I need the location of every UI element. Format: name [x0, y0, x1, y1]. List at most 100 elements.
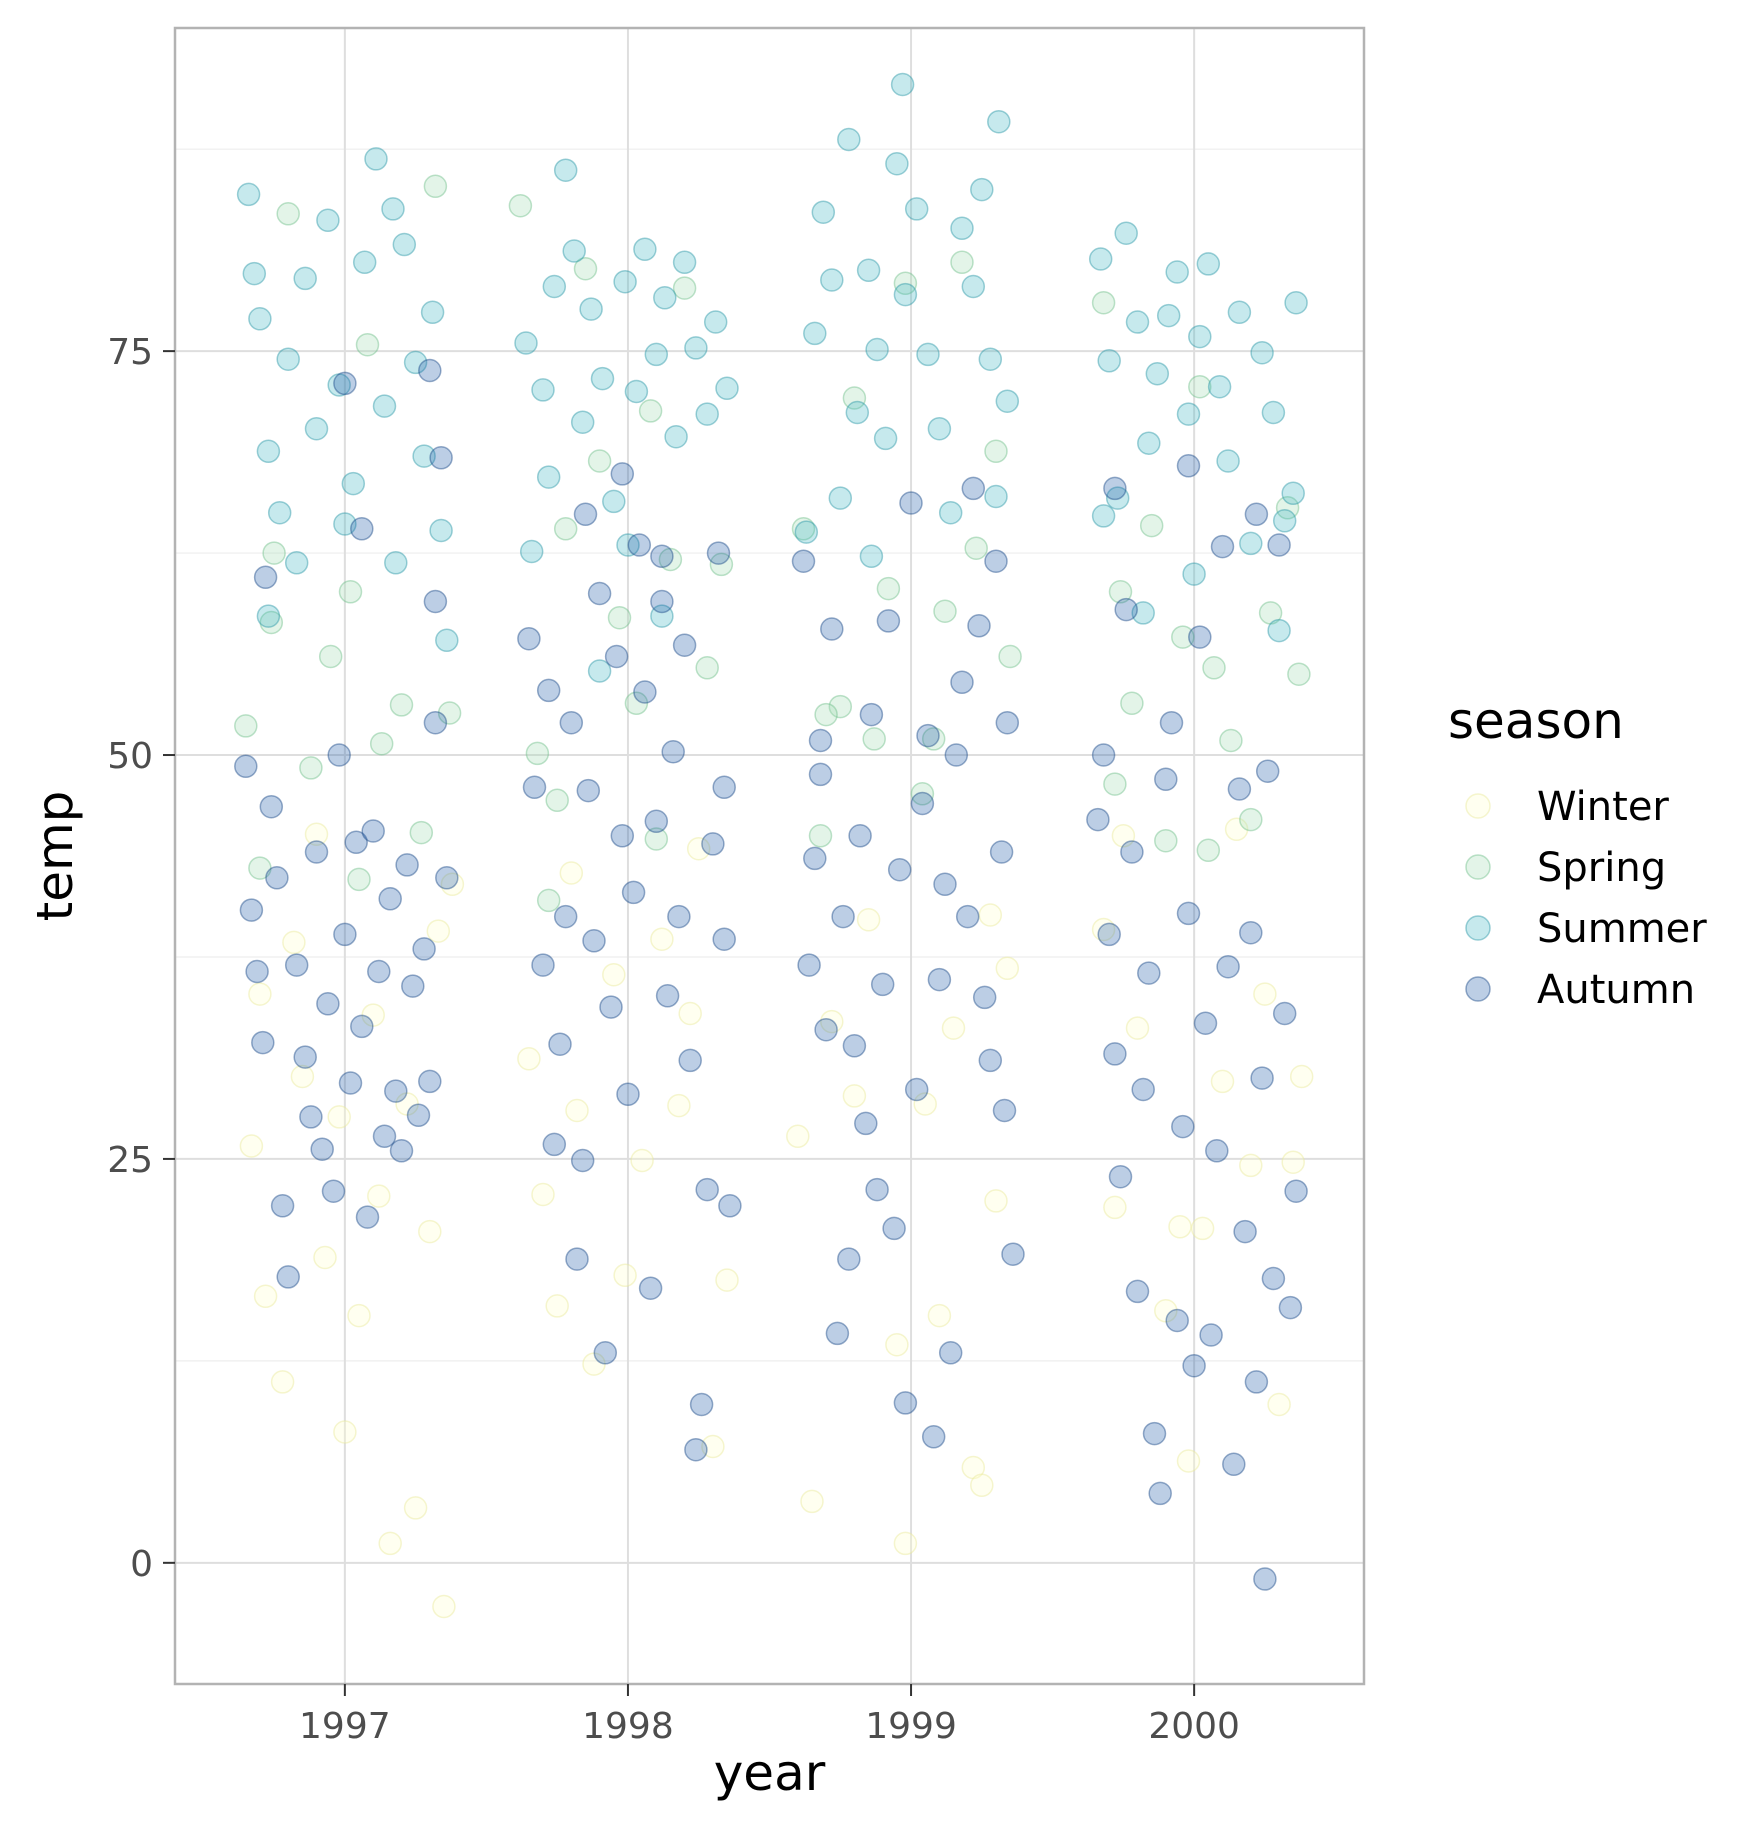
data-point [573, 502, 598, 527]
data-point [1114, 221, 1138, 245]
data-point [1131, 601, 1155, 625]
data-point [607, 605, 632, 630]
data-point [440, 872, 465, 897]
data-point [791, 549, 816, 573]
data-point [650, 589, 674, 614]
data-point [253, 565, 278, 590]
legend-item-summer: Summer [1465, 906, 1707, 952]
data-point [989, 840, 1014, 864]
data-point [316, 992, 340, 1016]
data-point [633, 680, 657, 704]
data-point [429, 518, 453, 543]
data-point [916, 342, 940, 367]
data-point [599, 995, 623, 1019]
data-point [1250, 340, 1274, 365]
data-point [814, 1017, 838, 1042]
data-point [350, 517, 374, 541]
data-point [234, 754, 258, 779]
data-point [672, 276, 697, 300]
data-point [995, 710, 1020, 735]
data-point [338, 1071, 363, 1095]
data-point [613, 269, 637, 294]
data-point [542, 1132, 567, 1157]
data-point [630, 1148, 654, 1173]
data-point [797, 953, 821, 977]
data-point [536, 888, 561, 913]
data-point [418, 1219, 442, 1244]
data-point [262, 541, 286, 565]
data-point [650, 604, 674, 628]
data-point [1165, 260, 1189, 284]
data-point [644, 342, 669, 367]
data-point [899, 491, 923, 515]
data-point [825, 1321, 850, 1346]
data-point [1244, 1370, 1269, 1394]
data-point [1216, 449, 1240, 473]
data-point [517, 1047, 541, 1071]
data-point [355, 1205, 380, 1229]
data-point [893, 271, 918, 296]
data-point [1222, 1452, 1246, 1477]
data-point [435, 866, 459, 890]
data-point [938, 1341, 963, 1365]
data-point [1176, 1449, 1201, 1473]
data-point [604, 644, 629, 669]
data-point [531, 953, 555, 977]
data-point [1284, 290, 1308, 315]
data-point [910, 791, 935, 816]
data-point [270, 1194, 295, 1218]
legend-item-autumn: Autumn [1465, 967, 1695, 1013]
data-point [987, 109, 1011, 134]
data-point [1097, 922, 1121, 947]
data-point [967, 614, 991, 638]
data-point [514, 331, 538, 355]
data-point [333, 1420, 357, 1444]
legend-label: Autumn [1537, 967, 1695, 1013]
data-point [259, 794, 284, 819]
series-autumn [234, 358, 1308, 1591]
data-point [517, 626, 541, 651]
data-point [644, 809, 669, 834]
data-point [712, 927, 736, 951]
data-point [672, 250, 697, 275]
data-point [876, 576, 901, 601]
minor-gridlines [175, 148, 1364, 1362]
data-point [401, 974, 425, 998]
data-point [1091, 743, 1116, 767]
data-point [916, 723, 940, 748]
data-point [347, 867, 371, 892]
data-point [378, 1531, 402, 1556]
data-point [395, 853, 419, 877]
data-point [1210, 1069, 1235, 1094]
data-point [248, 982, 272, 1006]
data-point [1103, 1195, 1127, 1220]
data-point [1001, 1242, 1025, 1266]
data-point [1196, 838, 1221, 863]
data-point [1196, 252, 1221, 276]
data-point [310, 1137, 334, 1161]
data-point [590, 366, 615, 391]
data-point [1188, 324, 1212, 349]
data-point [1182, 562, 1206, 586]
data-point [913, 1092, 937, 1116]
panel-border [173, 26, 1366, 1686]
data-point [686, 836, 711, 861]
data-point [684, 1437, 708, 1462]
data-point [1199, 1323, 1223, 1347]
x-axis-ticks: 1997 1998 1999 2000 [299, 1684, 1240, 1747]
data-point [865, 337, 889, 362]
data-point [885, 151, 909, 176]
data-point [522, 775, 547, 800]
data-point [627, 533, 652, 557]
data-point [290, 1064, 315, 1089]
legend-item-winter: Winter [1465, 784, 1669, 830]
data-point [890, 72, 915, 97]
data-point [248, 856, 272, 880]
data-point [941, 1016, 966, 1040]
data-point [437, 701, 462, 725]
data-point [1289, 1064, 1314, 1089]
data-point [1227, 300, 1252, 325]
data-point [882, 1216, 906, 1241]
data-point [1097, 349, 1121, 373]
data-point [412, 444, 436, 468]
